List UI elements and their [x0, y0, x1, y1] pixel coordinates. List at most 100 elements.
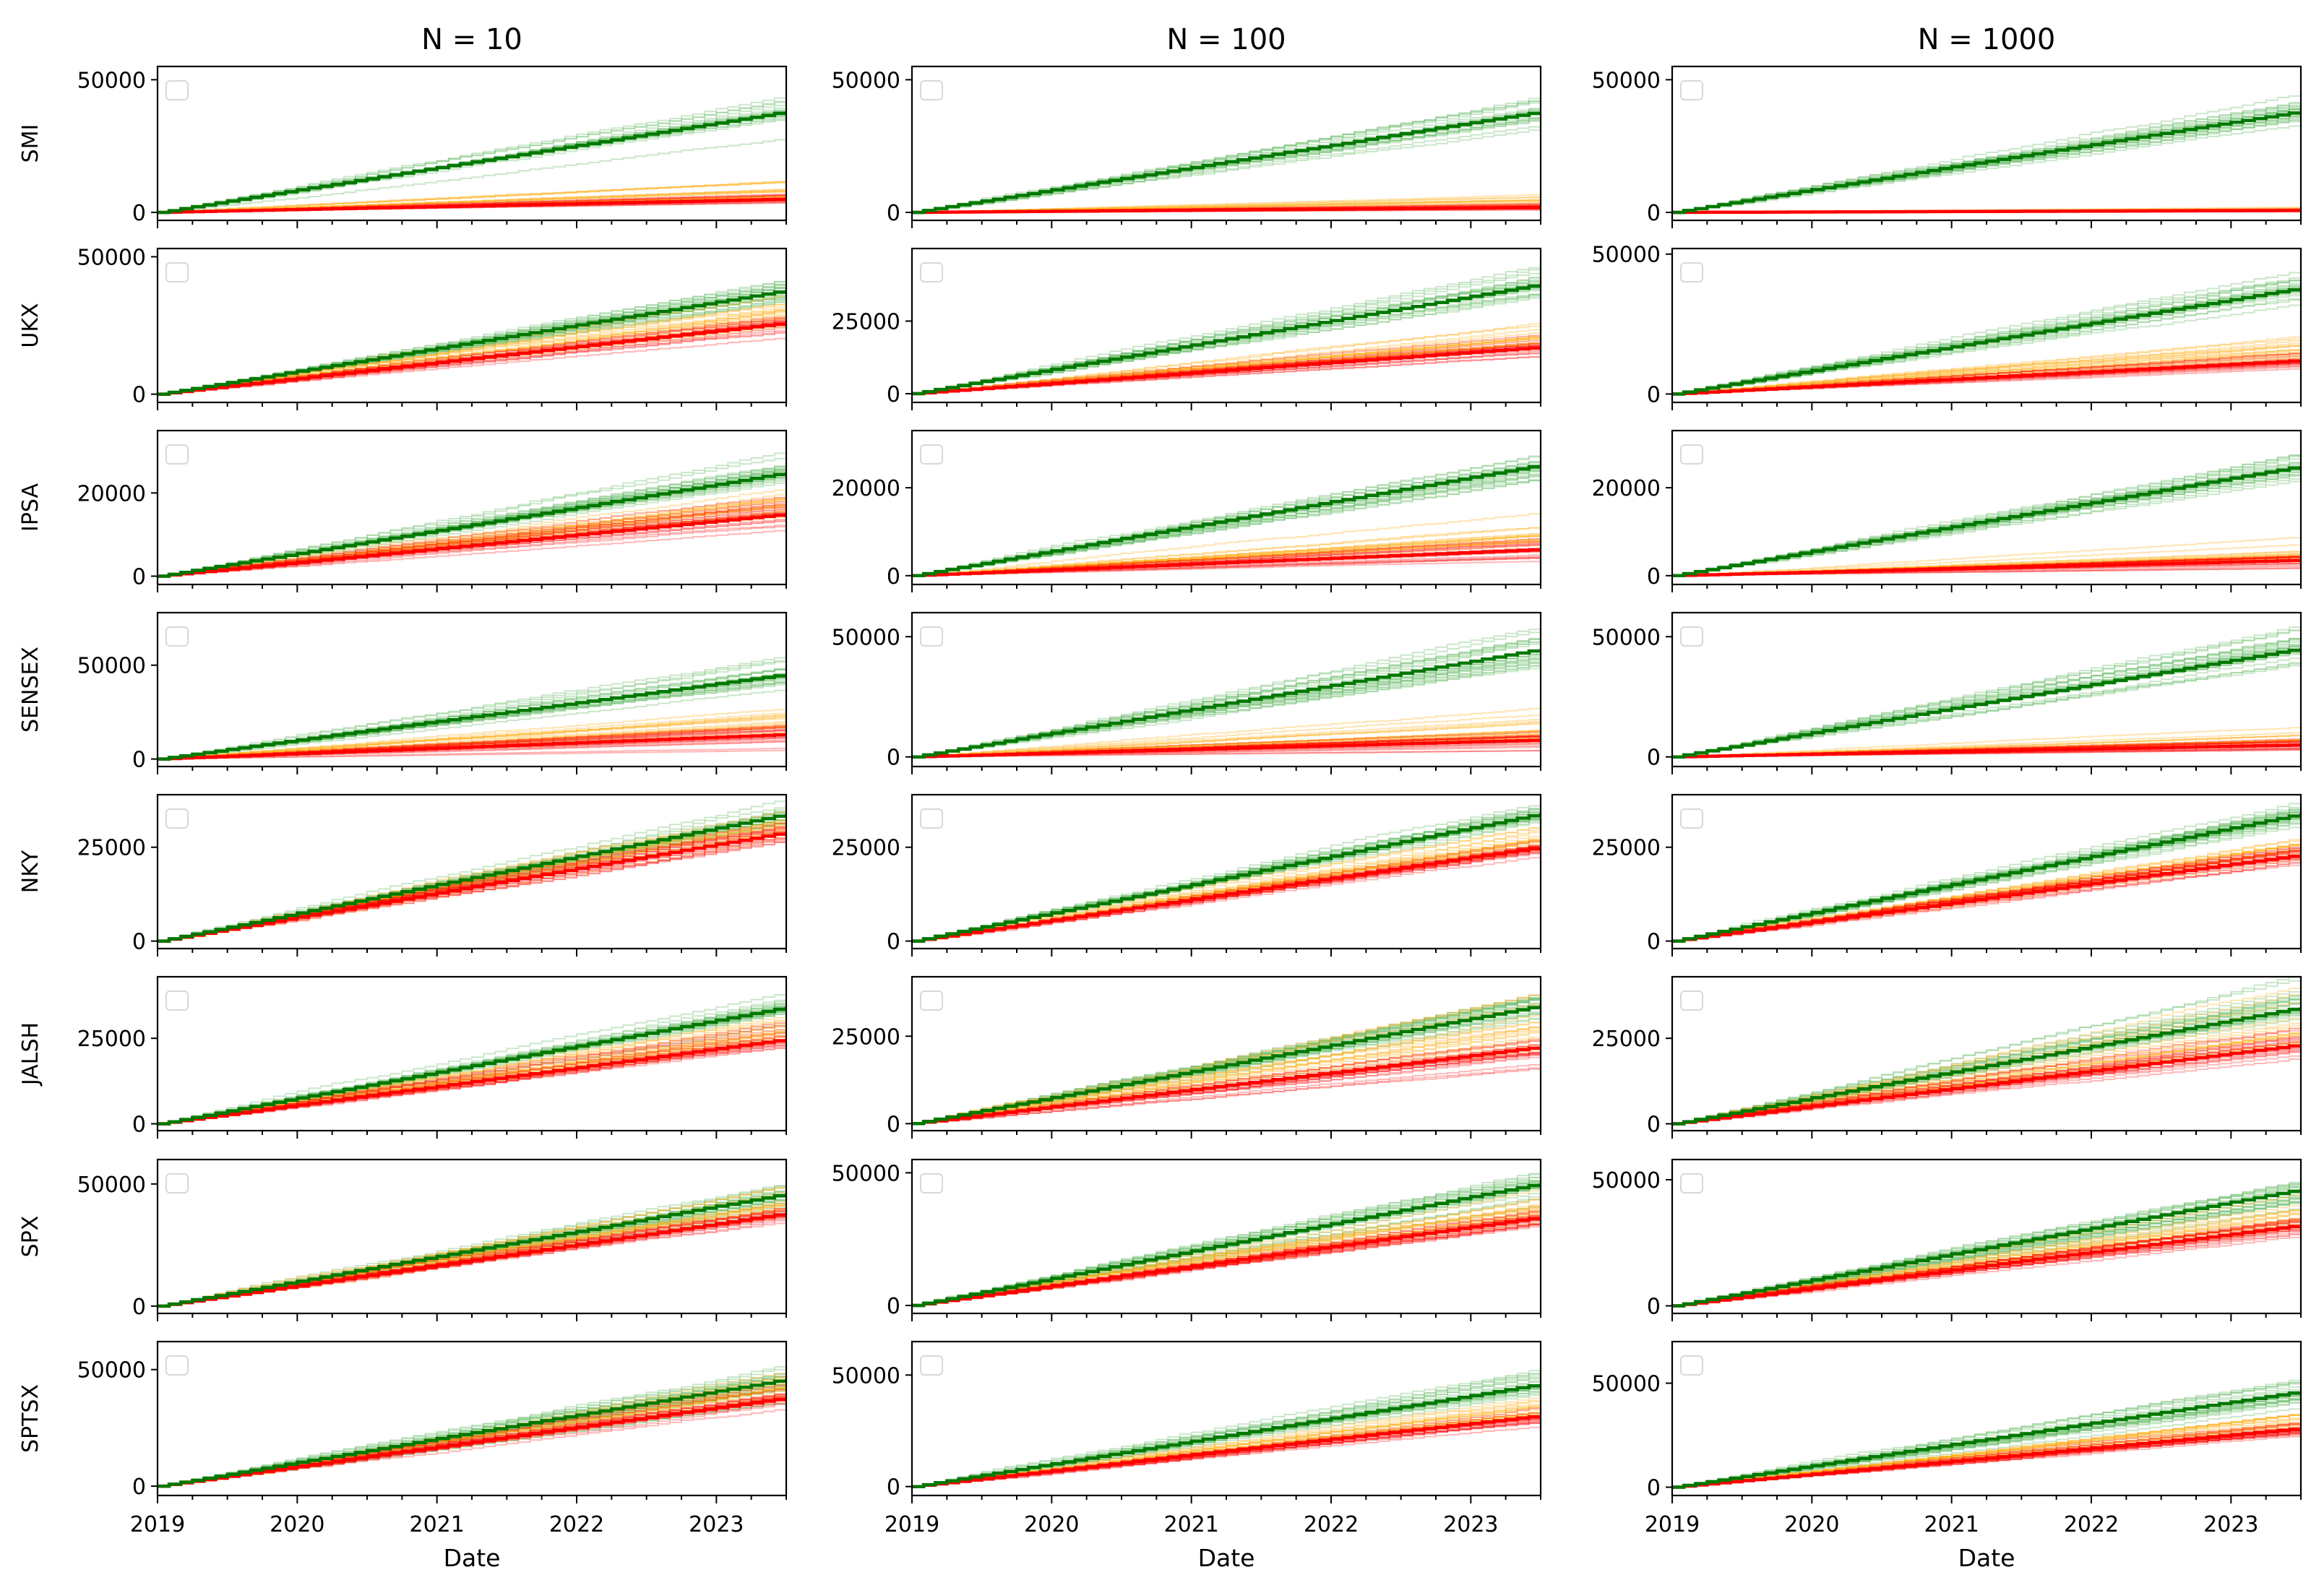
green-ensemble-line: [1672, 997, 2301, 1125]
green-ensemble-line: [912, 1368, 1541, 1488]
orange-ensemble-line: [158, 181, 786, 213]
orange-ensemble-line: [158, 712, 786, 760]
series-lines: [158, 278, 786, 396]
orange-ensemble-line: [1672, 843, 2301, 942]
y-tick-label: 50000: [77, 1358, 146, 1383]
green-main-line: [912, 1383, 1541, 1488]
red-main-line: [1672, 558, 2301, 578]
orange-ensemble-line: [912, 1020, 1541, 1125]
orange-ensemble-line: [912, 329, 1541, 394]
green-ensemble-line: [1672, 1180, 2301, 1307]
green-ensemble-line: [158, 1191, 786, 1307]
orange-ensemble-line: [158, 181, 786, 213]
x-tick-label: 2022: [2064, 1512, 2119, 1537]
series-lines: [158, 96, 786, 215]
subplot-nky-col2: 0 25000: [832, 793, 1542, 957]
green-ensemble-line: [158, 805, 786, 942]
red-main-line: [158, 1039, 786, 1126]
green-ensemble-line: [158, 808, 786, 942]
green-ensemble-line: [1672, 978, 2301, 1125]
y-tick-label: 50000: [832, 1363, 900, 1389]
red-ensemble-line: [1672, 1220, 2301, 1307]
green-ensemble-line: [158, 455, 786, 577]
green-ensemble-line: [912, 1175, 1541, 1306]
y-tick-label: 50000: [832, 625, 900, 650]
orange-ensemble-line: [912, 532, 1541, 577]
orange-ensemble-line: [158, 181, 786, 213]
orange-ensemble-line: [1672, 345, 2301, 395]
legend-box: [1680, 262, 1703, 282]
green-ensemble-line: [912, 280, 1541, 394]
x-tick-label: 2022: [549, 1512, 604, 1537]
legend-box: [165, 990, 189, 1011]
green-main-line: [1672, 466, 2301, 578]
green-ensemble-line: [1672, 454, 2301, 577]
red-ensemble-line: [912, 731, 1541, 758]
row-label: NKY: [18, 850, 43, 893]
orange-ensemble-line: [912, 535, 1541, 577]
x-axis-label: Date: [1198, 1544, 1255, 1572]
column-title: N = 1000: [1918, 23, 2056, 56]
y-tick-label: 0: [132, 748, 146, 773]
y-tick-label: 25000: [832, 1024, 900, 1050]
x-tick-label: 2023: [1443, 1512, 1498, 1537]
y-tick-label: 0: [1647, 1113, 1661, 1138]
y-tick-label: 0: [1647, 382, 1661, 407]
orange-ensemble-line: [912, 322, 1541, 394]
series-lines: [1672, 624, 2301, 759]
y-tick-label: 50000: [832, 68, 900, 93]
y-tick-label: 0: [887, 382, 900, 407]
subplot-ukx-col1: 0 50000 UKX: [18, 245, 788, 410]
green-ensemble-line: [158, 813, 786, 942]
green-ensemble-line: [1672, 1183, 2301, 1307]
red-ensemble-line: [912, 540, 1541, 577]
green-ensemble-line: [158, 809, 786, 942]
green-ensemble-line: [158, 811, 786, 942]
green-ensemble-line: [1672, 1385, 2301, 1488]
orange-ensemble-line: [158, 722, 786, 760]
orange-ensemble-line: [1672, 342, 2301, 395]
y-tick-label: 25000: [77, 836, 146, 861]
orange-ensemble-line: [158, 189, 786, 213]
green-ensemble-line: [1672, 996, 2301, 1125]
subplot-jalsh-col1: 0 25000 JALSH: [18, 975, 788, 1139]
green-ensemble-line: [158, 1375, 786, 1488]
green-ensemble-line: [1672, 282, 2301, 395]
subplot-nky-col3: 0 25000: [1592, 793, 2302, 957]
green-main-line: [1672, 111, 2301, 215]
series-lines: [1672, 452, 2301, 578]
y-tick-label: 50000: [832, 1161, 900, 1186]
red-main-line: [1672, 1044, 2301, 1126]
x-tick-label: 2020: [1784, 1512, 1839, 1537]
green-ensemble-line: [912, 996, 1541, 1125]
orange-ensemble-line: [1672, 344, 2301, 395]
green-main-line: [158, 472, 786, 578]
y-tick-label: 50000: [1592, 1168, 1661, 1193]
red-ensemble-line: [912, 1068, 1541, 1125]
y-tick-label: 50000: [77, 68, 146, 93]
orange-ensemble-line: [158, 500, 786, 577]
green-ensemble-line: [158, 813, 786, 942]
green-ensemble-line: [158, 138, 786, 213]
row-label: UKX: [18, 303, 43, 347]
legend-box: [920, 444, 943, 465]
orange-ensemble-line: [912, 730, 1541, 758]
orange-ensemble-line: [158, 1006, 786, 1125]
y-tick-label: 50000: [1592, 625, 1661, 650]
row-label: SMI: [18, 124, 43, 163]
green-ensemble-line: [912, 1174, 1541, 1306]
red-ensemble-line: [158, 507, 786, 577]
red-main-line: [912, 1046, 1541, 1126]
y-tick-label: 0: [132, 1475, 146, 1500]
series-lines: [912, 454, 1541, 578]
green-ensemble-line: [158, 1374, 786, 1488]
y-tick-label: 0: [887, 564, 900, 590]
orange-ensemble-line: [912, 535, 1541, 577]
orange-ensemble-line: [1672, 1217, 2301, 1307]
orange-ensemble-line: [1672, 338, 2301, 395]
y-tick-label: 0: [887, 1475, 900, 1501]
green-ensemble-line: [158, 1183, 786, 1307]
green-main-line: [912, 1005, 1541, 1126]
red-ensemble-line: [912, 1040, 1541, 1125]
